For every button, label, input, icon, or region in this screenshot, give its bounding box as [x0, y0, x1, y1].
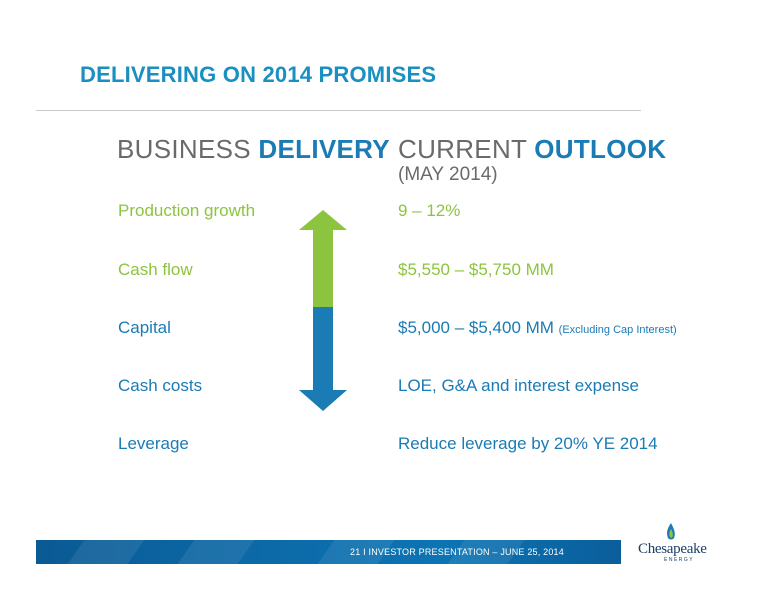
down-arrow-blue — [299, 307, 347, 411]
up-down-arrow-icon — [299, 210, 347, 411]
capital-note-text: (Excluding Cap Interest) — [558, 324, 677, 336]
row-label-production-growth: Production growth — [118, 201, 256, 220]
footer-text: 21 I INVESTOR PRESENTATION – JUNE 25, 20… — [350, 547, 564, 557]
row-value-capital: $5,000 – $5,400 MM (Excluding Cap Intere… — [398, 318, 677, 338]
slide-title: DELIVERING ON 2014 PROMISES — [80, 62, 437, 87]
heading-bold-text: DELIVERY — [258, 134, 390, 164]
title-divider — [36, 110, 641, 111]
footer-band — [36, 540, 621, 564]
row-value-cash-flow: $5,550 – $5,750 MM — [398, 260, 554, 279]
business-delivery-heading: BUSINESS DELIVERY — [117, 134, 390, 165]
capital-value-text: $5,000 – $5,400 MM — [398, 318, 559, 337]
row-value-leverage: Reduce leverage by 20% YE 2014 — [398, 434, 658, 453]
heading-light-text: CURRENT — [398, 134, 535, 164]
row-label-capital: Capital — [118, 318, 171, 337]
up-arrow-green — [299, 210, 347, 307]
row-value-cash-costs: LOE, G&A and interest expense — [398, 376, 639, 395]
row-value-production-growth: 9 – 12% — [398, 201, 461, 220]
row-label-leverage: Leverage — [118, 434, 189, 453]
row-label-cash-flow: Cash flow — [118, 260, 193, 279]
chesapeake-flame-logo-icon — [667, 523, 675, 540]
current-outlook-heading: CURRENT OUTLOOK — [398, 134, 666, 165]
logo-wordmark: Chesapeake — [638, 541, 707, 557]
heading-bold-text: OUTLOOK — [534, 134, 667, 164]
row-label-cash-costs: Cash costs — [118, 376, 203, 395]
outlook-date-subheading: (MAY 2014) — [398, 164, 498, 185]
heading-light-text: BUSINESS — [117, 134, 259, 164]
logo-subtext: ENERGY — [664, 557, 695, 563]
